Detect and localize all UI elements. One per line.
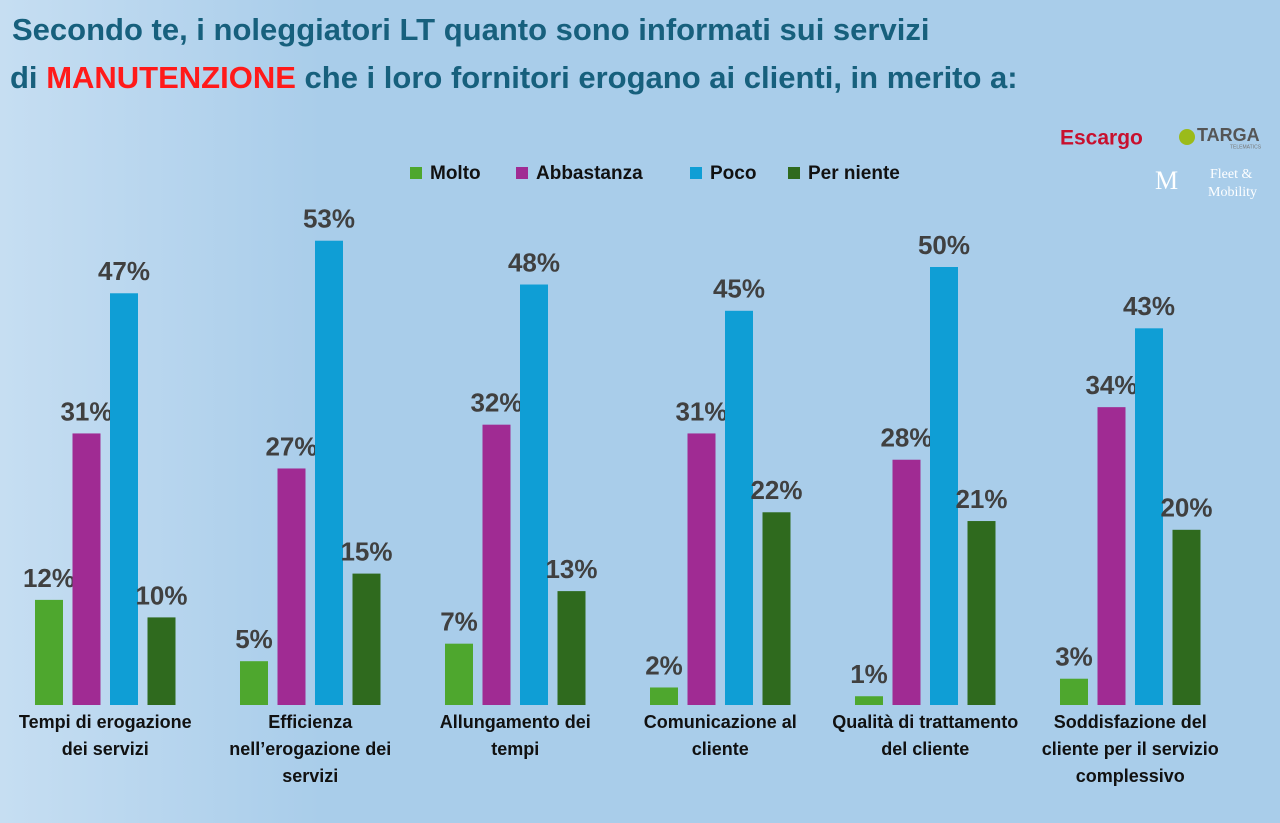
bar — [1097, 407, 1126, 705]
bar — [520, 284, 548, 705]
data-label: 10% — [135, 580, 187, 610]
data-label: 50% — [918, 230, 970, 260]
bar — [892, 459, 921, 705]
legend-label: Abbastanza — [536, 163, 643, 184]
data-label: 12% — [23, 563, 75, 593]
legend-label: Per niente — [808, 163, 900, 184]
data-label: 7% — [440, 607, 478, 637]
bar — [557, 591, 586, 705]
bar — [277, 468, 306, 705]
legend-swatch — [516, 167, 528, 179]
bar — [1135, 328, 1163, 705]
legend-swatch — [690, 167, 702, 179]
logo-targa: TARGA — [1197, 125, 1260, 145]
logo-telematics: TELEMATICS — [1230, 144, 1262, 150]
data-label: 43% — [1123, 291, 1175, 321]
bar — [687, 433, 716, 705]
bar — [650, 687, 678, 705]
data-label: 31% — [675, 396, 727, 426]
bar — [147, 617, 176, 705]
data-label: 53% — [303, 204, 355, 234]
x-tick-label: Soddisfazione del cliente per il servizi… — [1041, 712, 1219, 786]
data-label: 22% — [750, 475, 802, 505]
bar — [110, 293, 138, 705]
data-label: 34% — [1085, 370, 1137, 400]
chart-title: Secondo te, i noleggiatori LT quanto son… — [12, 12, 929, 47]
bar — [967, 521, 996, 705]
bar — [1060, 678, 1088, 705]
legend-swatch — [788, 167, 800, 179]
logo-icon — [1179, 129, 1195, 145]
bar — [855, 696, 883, 705]
x-tick-label: Qualità di trattamento del cliente — [832, 712, 1019, 759]
data-label: 28% — [880, 423, 932, 453]
logo-monogram: M — [1155, 166, 1178, 195]
data-label: 13% — [545, 554, 597, 584]
data-label: 1% — [850, 659, 888, 689]
data-label: 32% — [470, 388, 522, 418]
data-label: 20% — [1160, 493, 1212, 523]
bar — [930, 267, 958, 705]
legend-label: Poco — [710, 163, 756, 184]
bar — [240, 661, 268, 705]
data-label: 15% — [340, 536, 392, 566]
data-label: 45% — [713, 274, 765, 304]
data-label: 31% — [60, 396, 112, 426]
title-highlight: MANUTENZIONE — [46, 60, 296, 95]
legend-swatch — [410, 167, 422, 179]
bar — [352, 573, 381, 705]
x-tick-label: Comunicazione al cliente — [643, 712, 797, 759]
data-label: 47% — [98, 256, 150, 286]
legend-label: Molto — [430, 163, 481, 184]
bar — [35, 599, 63, 705]
data-label: 48% — [508, 247, 560, 277]
data-label: 27% — [265, 431, 317, 461]
chart-title: di MANUTENZIONE che i loro fornitori ero… — [10, 60, 1018, 95]
bar — [1172, 529, 1201, 705]
bar — [482, 424, 511, 705]
bar — [762, 512, 791, 705]
data-label: 2% — [645, 650, 683, 680]
logo-mobility: Mobility — [1208, 185, 1257, 200]
bar — [315, 240, 343, 705]
logo-escargo: Escargo — [1060, 127, 1143, 150]
title-part: di — [10, 60, 38, 95]
data-label: 5% — [235, 624, 273, 654]
x-tick-label: Allungamento dei tempi — [439, 712, 591, 759]
bar — [725, 310, 753, 705]
bar — [72, 433, 101, 705]
data-label: 3% — [1055, 642, 1093, 672]
logo-fleet: Fleet & — [1210, 167, 1252, 182]
x-tick-label: Efficienza nell’erogazione dei servizi — [229, 712, 392, 786]
title-part: che i loro fornitori erogano ai clienti,… — [305, 60, 1018, 95]
data-label: 21% — [955, 484, 1007, 514]
bar — [445, 643, 473, 705]
x-tick-label: Tempi di erogazione dei servizi — [18, 712, 192, 759]
